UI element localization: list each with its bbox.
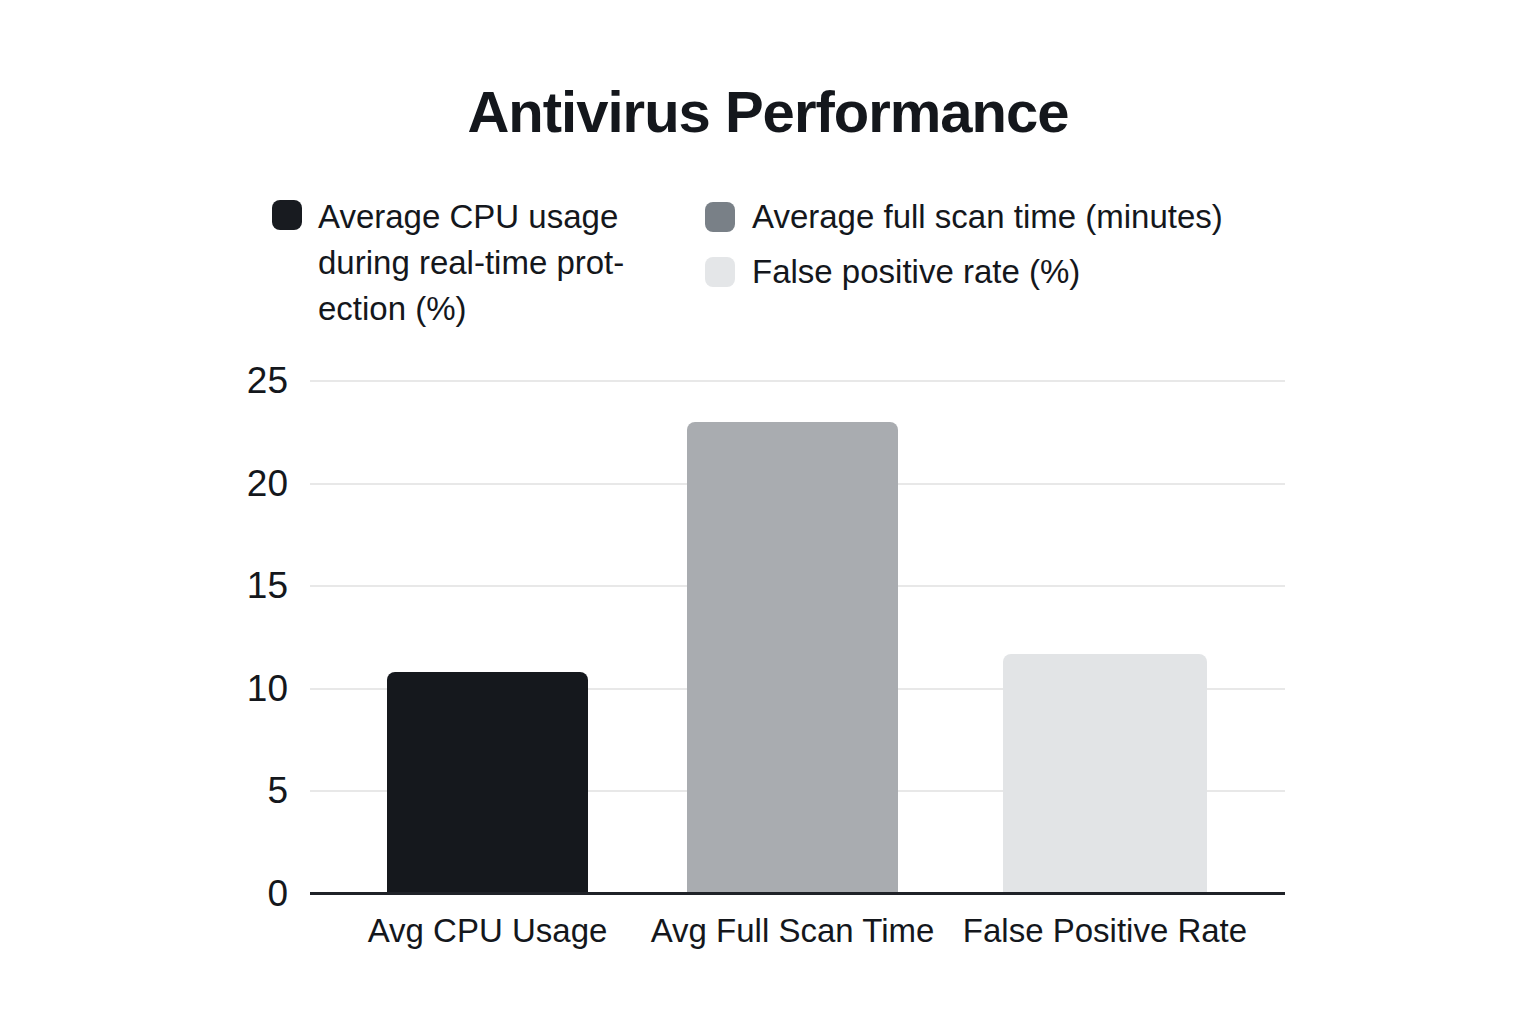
x-category-label-1: Avg CPU Usage <box>368 912 608 950</box>
bar-avg-full-scan-time <box>687 422 898 894</box>
y-tick-label-20: 20 <box>247 463 288 505</box>
plot-area: 0510152025 Avg CPU UsageAvg Full Scan Ti… <box>310 381 1285 894</box>
legend-label-false-positive: False positive rate (%) <box>752 255 1080 289</box>
legend-label-line: ection (%) <box>318 286 624 332</box>
legend-swatch-false-positive <box>705 257 735 287</box>
bar-avg-cpu-usage <box>387 672 588 894</box>
bar-false-positive-rate <box>1003 654 1207 894</box>
x-axis-line <box>310 892 1285 895</box>
legend-swatch-scan-time <box>705 202 735 232</box>
legend-swatch-cpu-usage <box>272 200 302 230</box>
x-category-label-3: False Positive Rate <box>963 912 1247 950</box>
chart-title: Antivirus Performance <box>0 78 1536 145</box>
x-category-label-2: Avg Full Scan Time <box>651 912 935 950</box>
y-tick-label-15: 15 <box>247 565 288 607</box>
y-tick-label-10: 10 <box>247 668 288 710</box>
y-tick-label-25: 25 <box>247 360 288 402</box>
y-tick-label-5: 5 <box>267 770 288 812</box>
legend-label-cpu-usage: Average CPU usage during real-time prot-… <box>318 194 624 332</box>
chart-canvas: Antivirus Performance Average CPU usage … <box>0 0 1536 1024</box>
legend-label-scan-time: Average full scan time (minutes) <box>752 200 1223 234</box>
legend-label-line: during real-time prot- <box>318 240 624 286</box>
y-tick-label-0: 0 <box>267 873 288 915</box>
legend-label-line: Average CPU usage <box>318 194 624 240</box>
gridline-25 <box>310 380 1285 382</box>
